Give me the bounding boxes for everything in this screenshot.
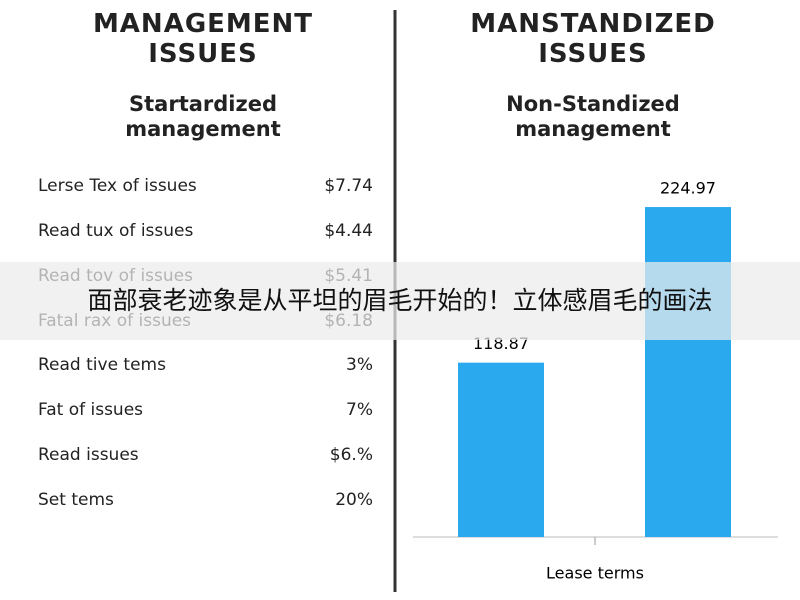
row-value: $7.74 xyxy=(324,176,373,196)
row-label: Fat of issues xyxy=(38,400,144,420)
left-title: MANAGEMENT ISSUES xyxy=(92,9,314,69)
row-value: 20% xyxy=(335,490,373,510)
row-label: Set tems xyxy=(38,490,114,510)
row-label: Read tux of issues xyxy=(38,221,194,241)
bar xyxy=(458,362,544,537)
row-value: 3% xyxy=(346,355,373,375)
chart-subtitle: Non-Standized management xyxy=(506,92,680,141)
bar xyxy=(645,207,731,537)
x-axis-label: Lease terms xyxy=(546,564,644,583)
row-label: Read tive tems xyxy=(38,355,166,375)
row-value: $4.44 xyxy=(324,221,373,241)
chart-title: MANSTANDIZED ISSUES xyxy=(470,9,716,69)
left-subtitle: Startardized management xyxy=(125,92,281,141)
value-label: 224.97 xyxy=(660,179,716,198)
row-value: $6.% xyxy=(329,445,373,465)
row-label: Lerse Tex of issues xyxy=(38,176,197,196)
banner: 面部衰老迹象是从平坦的眉毛开始的！立体感眉毛的画法 xyxy=(0,262,800,340)
row-label: Read issues xyxy=(38,445,139,465)
row-value: 7% xyxy=(346,400,373,420)
